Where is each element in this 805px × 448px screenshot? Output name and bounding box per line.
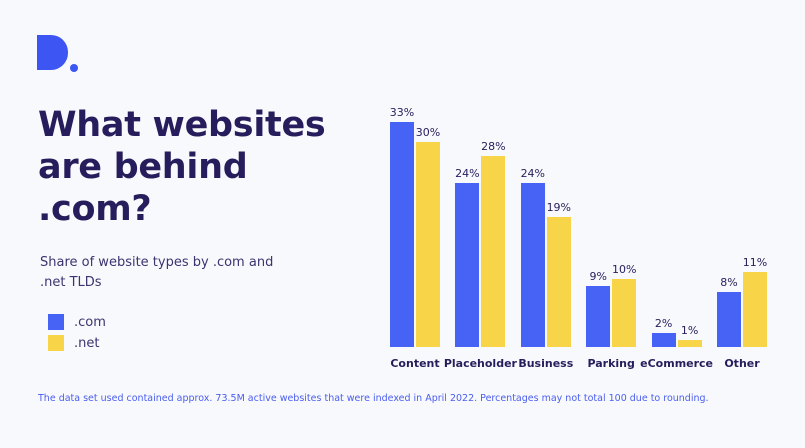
category-label-ecommerce: eCommerce	[640, 357, 714, 370]
bar-value-label: 19%	[546, 201, 572, 215]
category-label-other: Other	[724, 357, 760, 370]
bar-parking-net	[612, 278, 637, 347]
bar-placeholder-net	[481, 156, 506, 347]
footnote: The data set used contained approx. 73.5…	[38, 393, 709, 404]
bar-other-com	[717, 292, 741, 347]
bar-value-label: 24%	[520, 167, 546, 181]
bar-parking-com	[586, 285, 611, 347]
legend-item-net: .net	[48, 333, 106, 353]
bar-content-net	[416, 142, 440, 347]
bar-other-net	[743, 272, 767, 347]
legend-label: .com	[74, 314, 106, 330]
legend-swatch-com	[48, 314, 64, 330]
bar-value-label: 33%	[389, 106, 415, 119]
bar-value-label: 2%	[654, 317, 673, 331]
category-label-business: Business	[518, 357, 574, 370]
bar-chart: 33% 30% Content 24% 28% Placeholder 24% 19% Busi…	[380, 100, 780, 380]
bar-value-label: 24%	[455, 167, 480, 181]
category-label-content: Content	[390, 357, 440, 370]
legend-label: .net	[74, 335, 100, 351]
bar-value-label: 30%	[415, 126, 441, 140]
category-label-placeholder: Placeholder	[443, 357, 517, 370]
bar-value-label: 1%	[680, 324, 699, 338]
bar-ecommerce-com	[651, 333, 676, 347]
legend-swatch-net	[48, 335, 64, 351]
bar-value-label: 8%	[720, 276, 738, 290]
legend-item-com: .com	[48, 312, 106, 332]
category-label-parking: Parking	[587, 357, 635, 370]
d-logo-icon	[37, 35, 78, 72]
bar-value-label: 11%	[742, 256, 768, 269]
bar-value-label: 28%	[481, 140, 506, 154]
bar-value-label: 9%	[589, 269, 607, 283]
bar-business-net	[546, 217, 571, 347]
bar-value-label: 10%	[611, 262, 637, 276]
bar-ecommerce-net	[677, 340, 702, 347]
chart-subtitle: Share of website types by .com and .net …	[40, 255, 274, 290]
page-title: What websites are behind .com?	[38, 105, 326, 229]
bar-business-com	[520, 183, 545, 347]
bar-placeholder-com	[455, 183, 480, 347]
chart-legend: .com .net	[48, 312, 106, 354]
bar-content-com	[390, 122, 414, 347]
